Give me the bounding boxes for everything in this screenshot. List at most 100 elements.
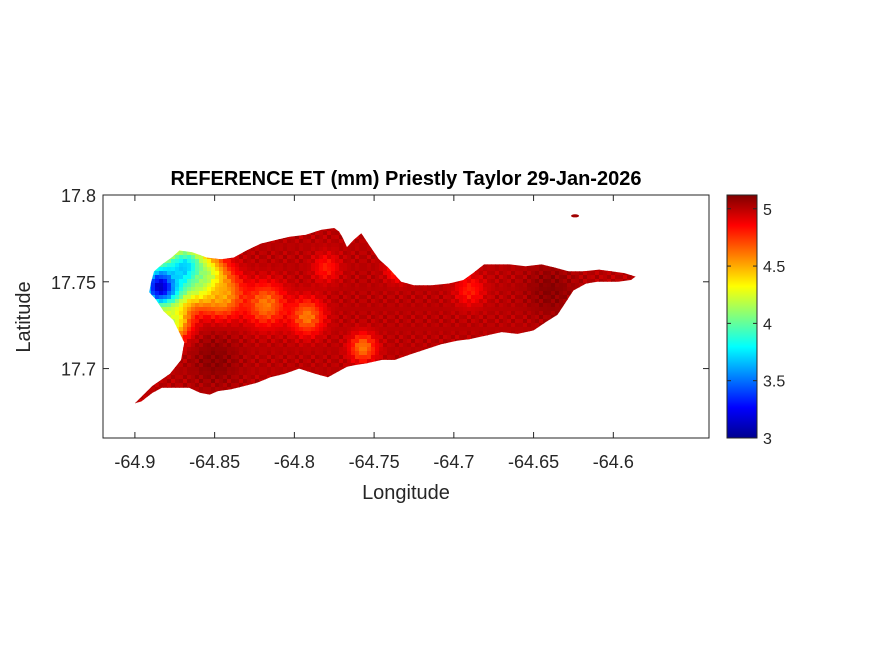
heat-cell: [347, 359, 352, 364]
heat-cell: [415, 299, 420, 304]
heat-cell: [247, 315, 252, 320]
heat-cell: [347, 303, 352, 308]
heat-cell: [243, 379, 248, 384]
heat-cell: [411, 335, 416, 340]
heat-cell: [391, 283, 396, 288]
heat-cell: [303, 251, 308, 256]
heat-cell: [159, 279, 164, 284]
heat-cell: [387, 355, 392, 360]
heat-cell: [163, 295, 168, 300]
heat-cell: [379, 275, 384, 280]
heat-cell: [371, 291, 376, 296]
heat-cell: [291, 311, 296, 316]
heat-cell: [227, 387, 232, 392]
heat-cell: [187, 375, 192, 380]
heat-cell: [239, 383, 244, 388]
heat-cell: [255, 379, 260, 384]
heat-cell: [279, 311, 284, 316]
heat-cell: [403, 315, 408, 320]
heat-cell: [427, 283, 432, 288]
heat-cell: [395, 299, 400, 304]
heat-cell: [359, 259, 364, 264]
heat-cell: [347, 343, 352, 348]
heat-cell: [427, 343, 432, 348]
heat-cell: [323, 255, 328, 260]
heat-cell: [191, 311, 196, 316]
heat-cell: [195, 267, 200, 272]
heat-cell: [219, 287, 224, 292]
heat-cell: [179, 259, 184, 264]
heat-cell: [327, 243, 332, 248]
heat-cell: [171, 271, 176, 276]
heat-cell: [223, 347, 228, 352]
heat-cell: [315, 351, 320, 356]
heat-cell: [375, 259, 380, 264]
heat-cell: [363, 319, 368, 324]
heat-cell: [267, 311, 272, 316]
heat-cell: [263, 323, 268, 328]
heat-cell: [223, 367, 228, 372]
heat-cell: [419, 287, 424, 292]
heat-cell: [211, 363, 216, 368]
heat-cell: [355, 311, 360, 316]
heat-cell: [167, 287, 172, 292]
heat-cell: [343, 351, 348, 356]
heat-cell: [315, 347, 320, 352]
heat-cell: [307, 255, 312, 260]
heat-cell: [267, 303, 272, 308]
heat-cell: [295, 331, 300, 336]
heat-cell: [395, 319, 400, 324]
heat-cell: [207, 279, 212, 284]
heat-cell: [363, 323, 368, 328]
heat-cell: [367, 283, 372, 288]
heat-cell: [375, 299, 380, 304]
heat-cell: [223, 311, 228, 316]
heat-cell: [323, 271, 328, 276]
heat-cell: [195, 319, 200, 324]
heat-cell: [183, 307, 188, 312]
heat-cell: [363, 263, 368, 268]
heat-cell: [335, 311, 340, 316]
heat-cell: [279, 239, 284, 244]
heat-cell: [359, 239, 364, 244]
heat-cell: [367, 275, 372, 280]
heat-cell: [199, 335, 204, 340]
heat-cell: [303, 283, 308, 288]
heat-cell: [191, 351, 196, 356]
heat-cell: [279, 303, 284, 308]
heat-cell: [207, 319, 212, 324]
heat-cell: [315, 251, 320, 256]
heat-cell: [207, 335, 212, 340]
heat-cell: [339, 359, 344, 364]
heat-cell: [319, 295, 324, 300]
heat-cell: [319, 251, 324, 256]
heat-cell: [187, 263, 192, 268]
heat-cell: [219, 311, 224, 316]
heat-cell: [199, 351, 204, 356]
heat-cell: [315, 311, 320, 316]
heat-cell: [167, 299, 172, 304]
heat-cell: [239, 299, 244, 304]
heat-cell: [387, 287, 392, 292]
heat-cell: [307, 311, 312, 316]
heat-cell: [203, 375, 208, 380]
heat-cell: [219, 343, 224, 348]
heat-cell: [379, 331, 384, 336]
heat-cell: [303, 335, 308, 340]
heat-cell: [371, 255, 376, 260]
heat-cell: [295, 319, 300, 324]
heat-cell: [187, 331, 192, 336]
heat-cell: [183, 339, 188, 344]
heat-cell: [191, 291, 196, 296]
heat-cell: [143, 395, 148, 400]
heat-cell: [311, 267, 316, 272]
heat-cell: [275, 295, 280, 300]
heat-cell: [343, 263, 348, 268]
heat-cell: [335, 299, 340, 304]
heat-cell: [303, 247, 308, 252]
heat-cell: [179, 371, 184, 376]
heat-cell: [195, 335, 200, 340]
heat-cell: [331, 363, 336, 368]
heat-cell: [335, 343, 340, 348]
heat-cell: [327, 319, 332, 324]
